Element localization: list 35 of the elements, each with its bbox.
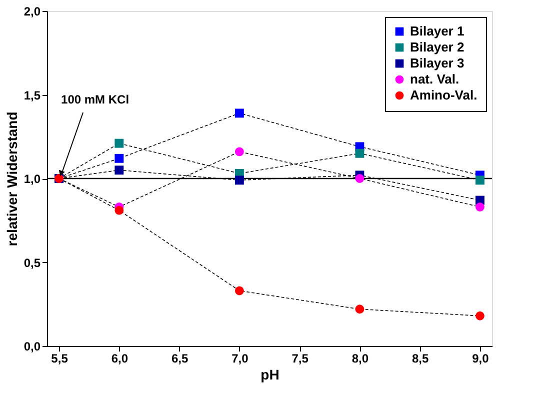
legend-label: Bilayer 2 (410, 40, 464, 54)
point (234, 147, 244, 156)
legend-label: nat. Val. (410, 72, 460, 86)
x-tick-label: 7,0 (232, 352, 249, 366)
x-tick-label: 7,5 (292, 352, 309, 366)
point (355, 148, 364, 158)
y-tick-label: 1,0 (24, 172, 41, 186)
x-tick-label: 6,5 (171, 352, 188, 366)
point (476, 176, 484, 185)
point (114, 206, 124, 215)
point (355, 304, 364, 314)
y-tick-label: 0,0 (24, 340, 41, 354)
x-tick-label: 5,5 (51, 352, 68, 366)
point (476, 202, 484, 212)
point (114, 154, 124, 163)
x-axis-title: pH (260, 366, 280, 382)
legend-label: Bilayer 1 (410, 24, 464, 38)
point (234, 176, 244, 185)
y-tick-label: 0,5 (24, 256, 41, 270)
x-tick-label: 6,0 (111, 352, 128, 366)
point (355, 174, 364, 183)
annotation: 100 mM KCl (61, 92, 130, 106)
x-tick-label: 8,5 (412, 352, 429, 366)
y-axis-title: relativer Widerstand (4, 112, 20, 246)
point (476, 311, 484, 320)
point (234, 108, 244, 118)
point (234, 286, 244, 296)
legend-label: Bilayer 3 (410, 56, 464, 70)
legend-label: Amino-Val. (410, 88, 478, 102)
point (114, 138, 124, 148)
x-tick-label: 9,0 (472, 352, 490, 366)
y-tick-label: 1,5 (24, 88, 41, 102)
y-tick-label: 2,0 (24, 4, 41, 18)
point (114, 166, 124, 175)
x-tick-label: 8,0 (352, 352, 369, 366)
